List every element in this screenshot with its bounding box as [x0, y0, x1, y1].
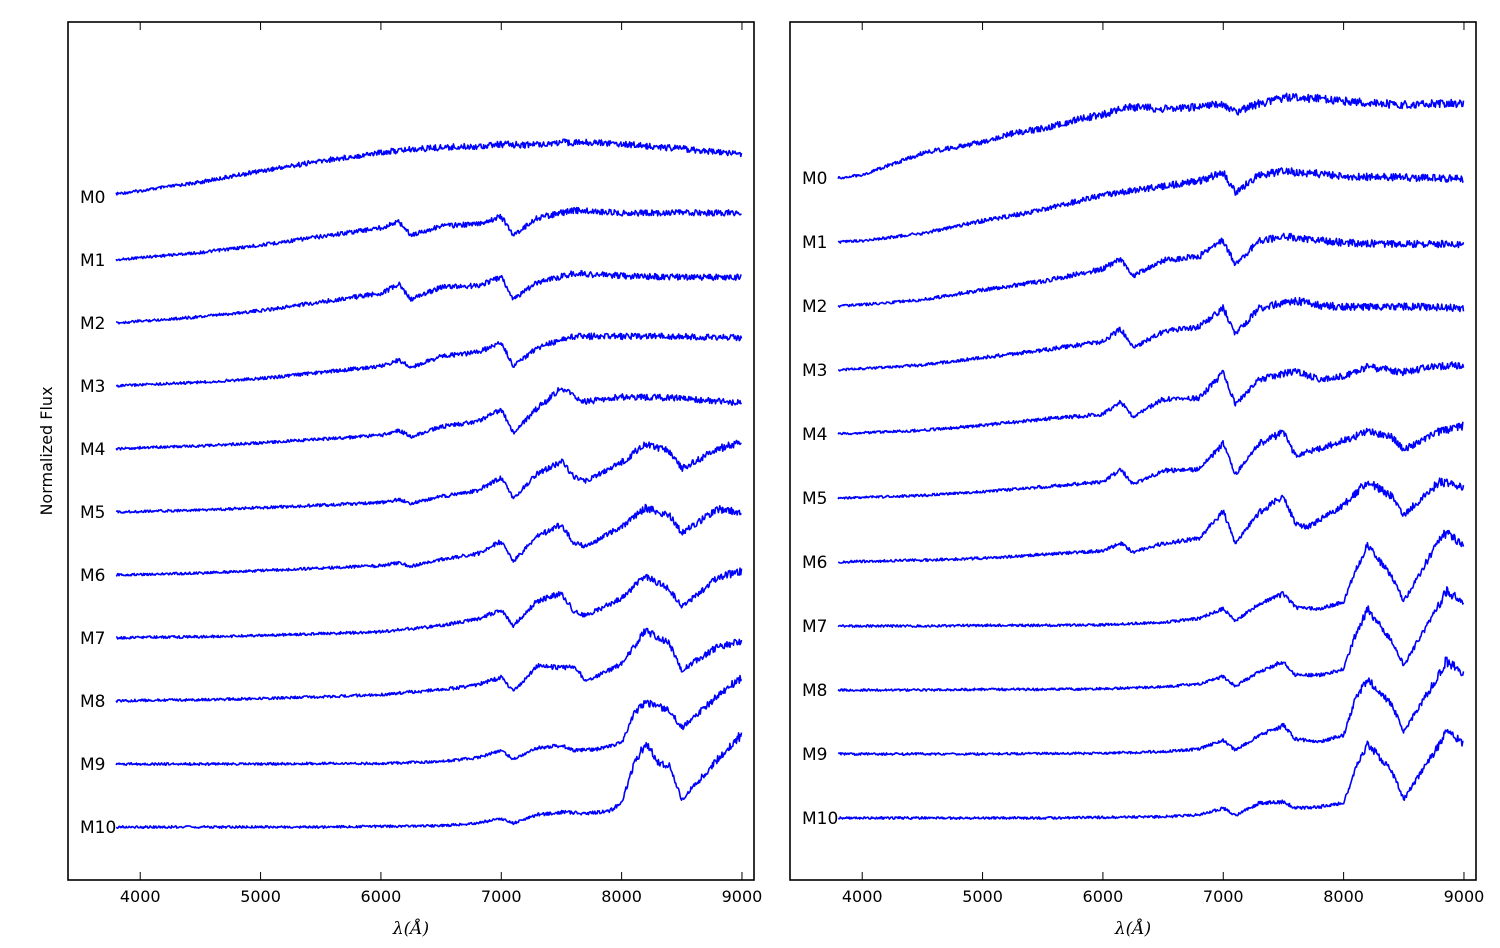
- series-label-m4: M4: [802, 425, 827, 445]
- series-label-m10: M10: [80, 818, 116, 838]
- series-label-m8: M8: [80, 692, 105, 712]
- x-tick-label: 8000: [1323, 887, 1364, 906]
- chart-panel-right: 4000 5000 6000 7000 8000 9000 λ(Å) M0 M1 M2 M3 M4 M5…: [789, 21, 1485, 939]
- series-label-m7: M7: [802, 617, 827, 637]
- series-label-m2: M2: [802, 297, 827, 317]
- series-line-m6: [837, 477, 1465, 564]
- series-label-m4: M4: [80, 440, 105, 460]
- series-label-m9: M9: [80, 755, 105, 775]
- series-label-m2: M2: [80, 314, 105, 334]
- chart-panel-left: 4000 5000 6000 7000 8000 9000 λ(Å) Normalized F…: [37, 21, 763, 939]
- series-line-m5: [115, 439, 742, 514]
- series-line-m7: [837, 529, 1465, 629]
- series-label-m5: M5: [80, 503, 105, 523]
- series-line-m9: [837, 656, 1465, 757]
- x-axis-label: λ(Å): [392, 918, 429, 939]
- x-tick-label: 7000: [1203, 887, 1244, 906]
- series-line-m3: [115, 332, 743, 388]
- x-tick-label: 7000: [481, 887, 522, 906]
- series-line-m10: [116, 732, 743, 830]
- series-line-m6: [115, 503, 742, 577]
- series-label-m6: M6: [802, 553, 827, 573]
- series-line-m4: [837, 361, 1465, 436]
- series-label-m0: M0: [80, 188, 105, 208]
- series-line-m1: [115, 206, 742, 262]
- plot-frame-right: [789, 21, 1477, 881]
- series-label-m9: M9: [802, 745, 827, 765]
- x-tick-label: 6000: [361, 887, 402, 906]
- series-line-m8: [837, 586, 1465, 693]
- series-line-m2: [116, 269, 742, 325]
- series-line-m1: [837, 167, 1464, 244]
- series-line-m8: [115, 627, 743, 703]
- x-tick-label: 5000: [962, 887, 1003, 906]
- series-line-m2: [837, 232, 1465, 308]
- series-line-m5: [837, 421, 1464, 500]
- series-label-m3: M3: [80, 377, 105, 397]
- x-tick-label: 4000: [120, 887, 161, 906]
- x-axis-label: λ(Å): [1114, 918, 1151, 939]
- series-label-m3: M3: [802, 361, 827, 381]
- x-tick-label: 5000: [240, 887, 281, 906]
- x-tick-label: 9000: [722, 887, 763, 906]
- series-label-m8: M8: [802, 681, 827, 701]
- y-axis-label: Normalized Flux: [37, 386, 56, 515]
- series-line-m9: [115, 674, 743, 767]
- series-label-m7: M7: [80, 629, 105, 649]
- series-label-m6: M6: [80, 566, 105, 586]
- x-tick-label: 6000: [1083, 887, 1124, 906]
- series-label-m10: M10: [802, 809, 838, 829]
- series-line-m4: [115, 386, 743, 451]
- plot-frame-left: [67, 21, 755, 881]
- x-tick-label: 9000: [1444, 887, 1485, 906]
- series-label-m5: M5: [802, 489, 827, 509]
- x-tick-label: 4000: [842, 887, 883, 906]
- series-line-m7: [116, 567, 743, 640]
- series-line-m0: [115, 138, 743, 196]
- series-label-m1: M1: [802, 233, 827, 253]
- x-tick-label: 8000: [601, 887, 642, 906]
- series-line-m3: [838, 296, 1465, 372]
- series-line-m0: [837, 92, 1465, 180]
- series-line-m10: [837, 728, 1464, 821]
- series-label-m1: M1: [80, 251, 105, 271]
- series-label-m0: M0: [802, 169, 827, 189]
